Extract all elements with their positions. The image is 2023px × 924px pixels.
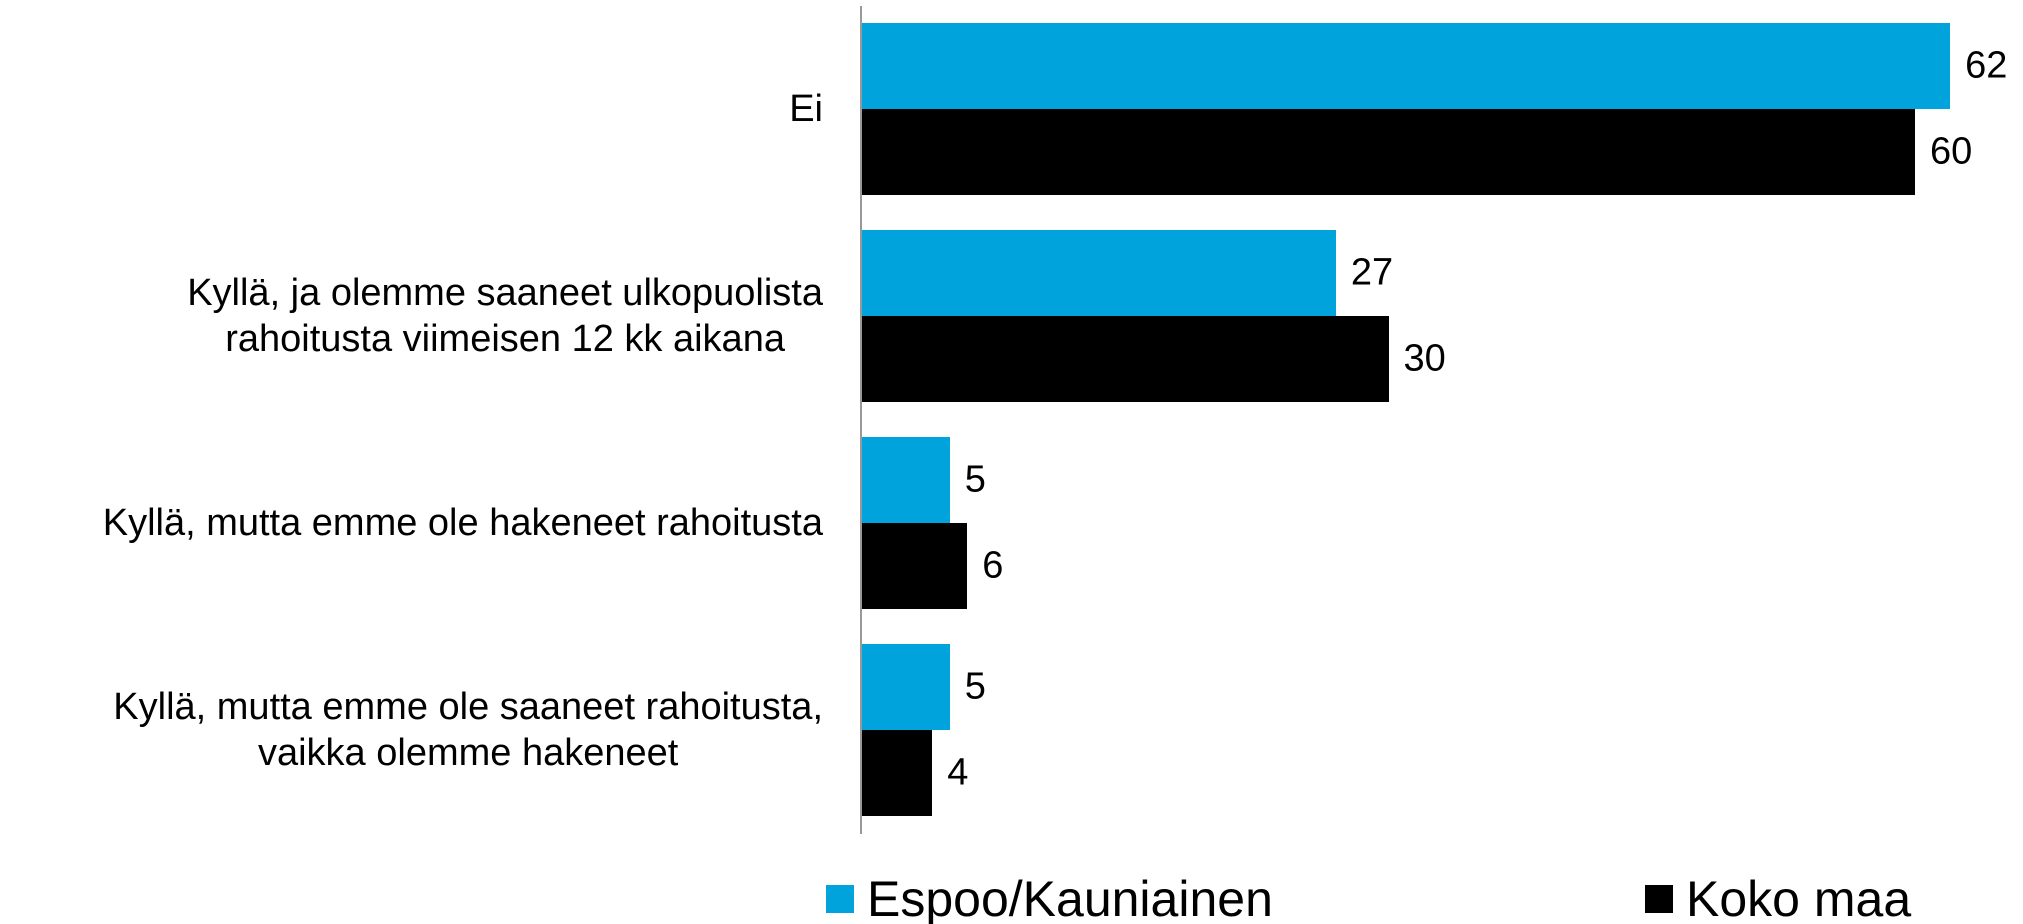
value-label: 62 xyxy=(1965,44,2008,87)
value-label: 5 xyxy=(964,665,986,708)
category-label: Ei xyxy=(789,88,823,130)
category-label: Kyllä, mutta emme ole saaneet rahoitusta… xyxy=(113,686,823,774)
value-label: 27 xyxy=(1350,251,1394,294)
bar xyxy=(862,730,933,816)
axis-line xyxy=(860,6,862,834)
value-label: 60 xyxy=(1930,130,1973,173)
value-label: 30 xyxy=(1403,337,1446,380)
value-label: 4 xyxy=(947,751,969,794)
bar xyxy=(862,437,950,523)
bar xyxy=(862,644,950,730)
category-label: Kyllä, ja olemme saaneet ulkopuolista ra… xyxy=(187,272,823,360)
legend-swatch xyxy=(1645,885,1673,913)
bar xyxy=(862,109,1915,195)
value-label: 5 xyxy=(964,458,986,501)
value-label: 6 xyxy=(982,544,1004,587)
legend-label: Espoo/Kauniainen xyxy=(867,871,1273,924)
bar xyxy=(862,316,1389,402)
bar xyxy=(862,230,1336,316)
category-label: Kyllä, mutta emme ole hakeneet rahoitust… xyxy=(102,502,823,544)
bar xyxy=(862,23,1951,109)
legend-label: Koko maa xyxy=(1686,871,1912,924)
legend-swatch xyxy=(826,885,854,913)
bar xyxy=(862,523,968,609)
